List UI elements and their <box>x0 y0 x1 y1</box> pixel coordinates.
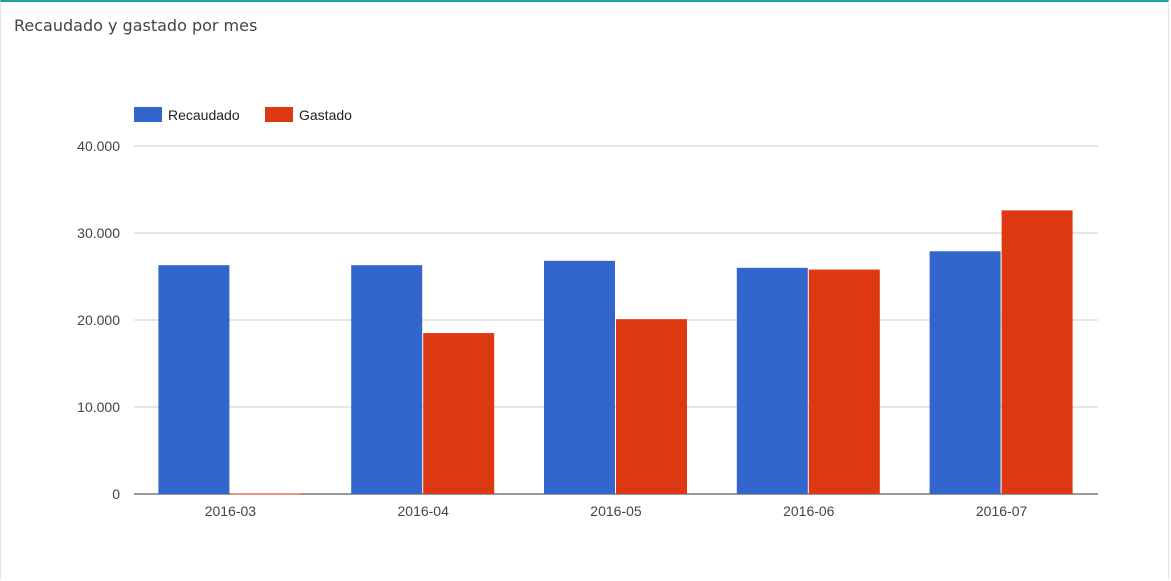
legend-item-gastado[interactable]: Gastado <box>265 107 352 123</box>
bar-recaudado-2016-06[interactable] <box>736 267 808 494</box>
bar-recaudado-2016-07[interactable] <box>929 251 1001 494</box>
x-tick-label: 2016-04 <box>398 503 450 519</box>
legend-item-recaudado[interactable]: Recaudado <box>134 107 240 123</box>
y-tick-label: 40.000 <box>77 138 120 154</box>
y-axis: 0 10.000 20.000 30.000 40.000 <box>77 138 120 502</box>
chart-title: Recaudado y gastado por mes <box>14 16 258 35</box>
legend-swatch <box>134 107 162 122</box>
bar-gastado-2016-05[interactable] <box>616 319 687 494</box>
x-tick-label: 2016-07 <box>976 503 1028 519</box>
legend: Recaudado Gastado <box>134 107 352 123</box>
x-tick-label: 2016-05 <box>590 503 642 519</box>
bar-recaudado-2016-05[interactable] <box>544 260 615 494</box>
x-tick-label: 2016-03 <box>205 503 257 519</box>
bar-recaudado-2016-04[interactable] <box>351 265 423 494</box>
bar-gastado-2016-04[interactable] <box>423 333 495 494</box>
bars <box>158 210 1073 495</box>
y-tick-label: 20.000 <box>77 312 120 328</box>
bar-gastado-2016-07[interactable] <box>1001 210 1073 494</box>
legend-label: Gastado <box>299 107 352 123</box>
y-tick-label: 30.000 <box>77 225 120 241</box>
legend-label: Recaudado <box>168 107 240 123</box>
bar-gastado-2016-03[interactable] <box>230 493 302 495</box>
legend-swatch <box>265 107 293 122</box>
x-axis: 2016-03 2016-04 2016-05 2016-06 2016-07 <box>205 503 1028 519</box>
x-tick-label: 2016-06 <box>783 503 835 519</box>
y-tick-label: 10.000 <box>77 399 120 415</box>
bar-gastado-2016-06[interactable] <box>808 269 880 494</box>
bar-recaudado-2016-03[interactable] <box>158 265 230 494</box>
y-tick-label: 0 <box>112 486 120 502</box>
